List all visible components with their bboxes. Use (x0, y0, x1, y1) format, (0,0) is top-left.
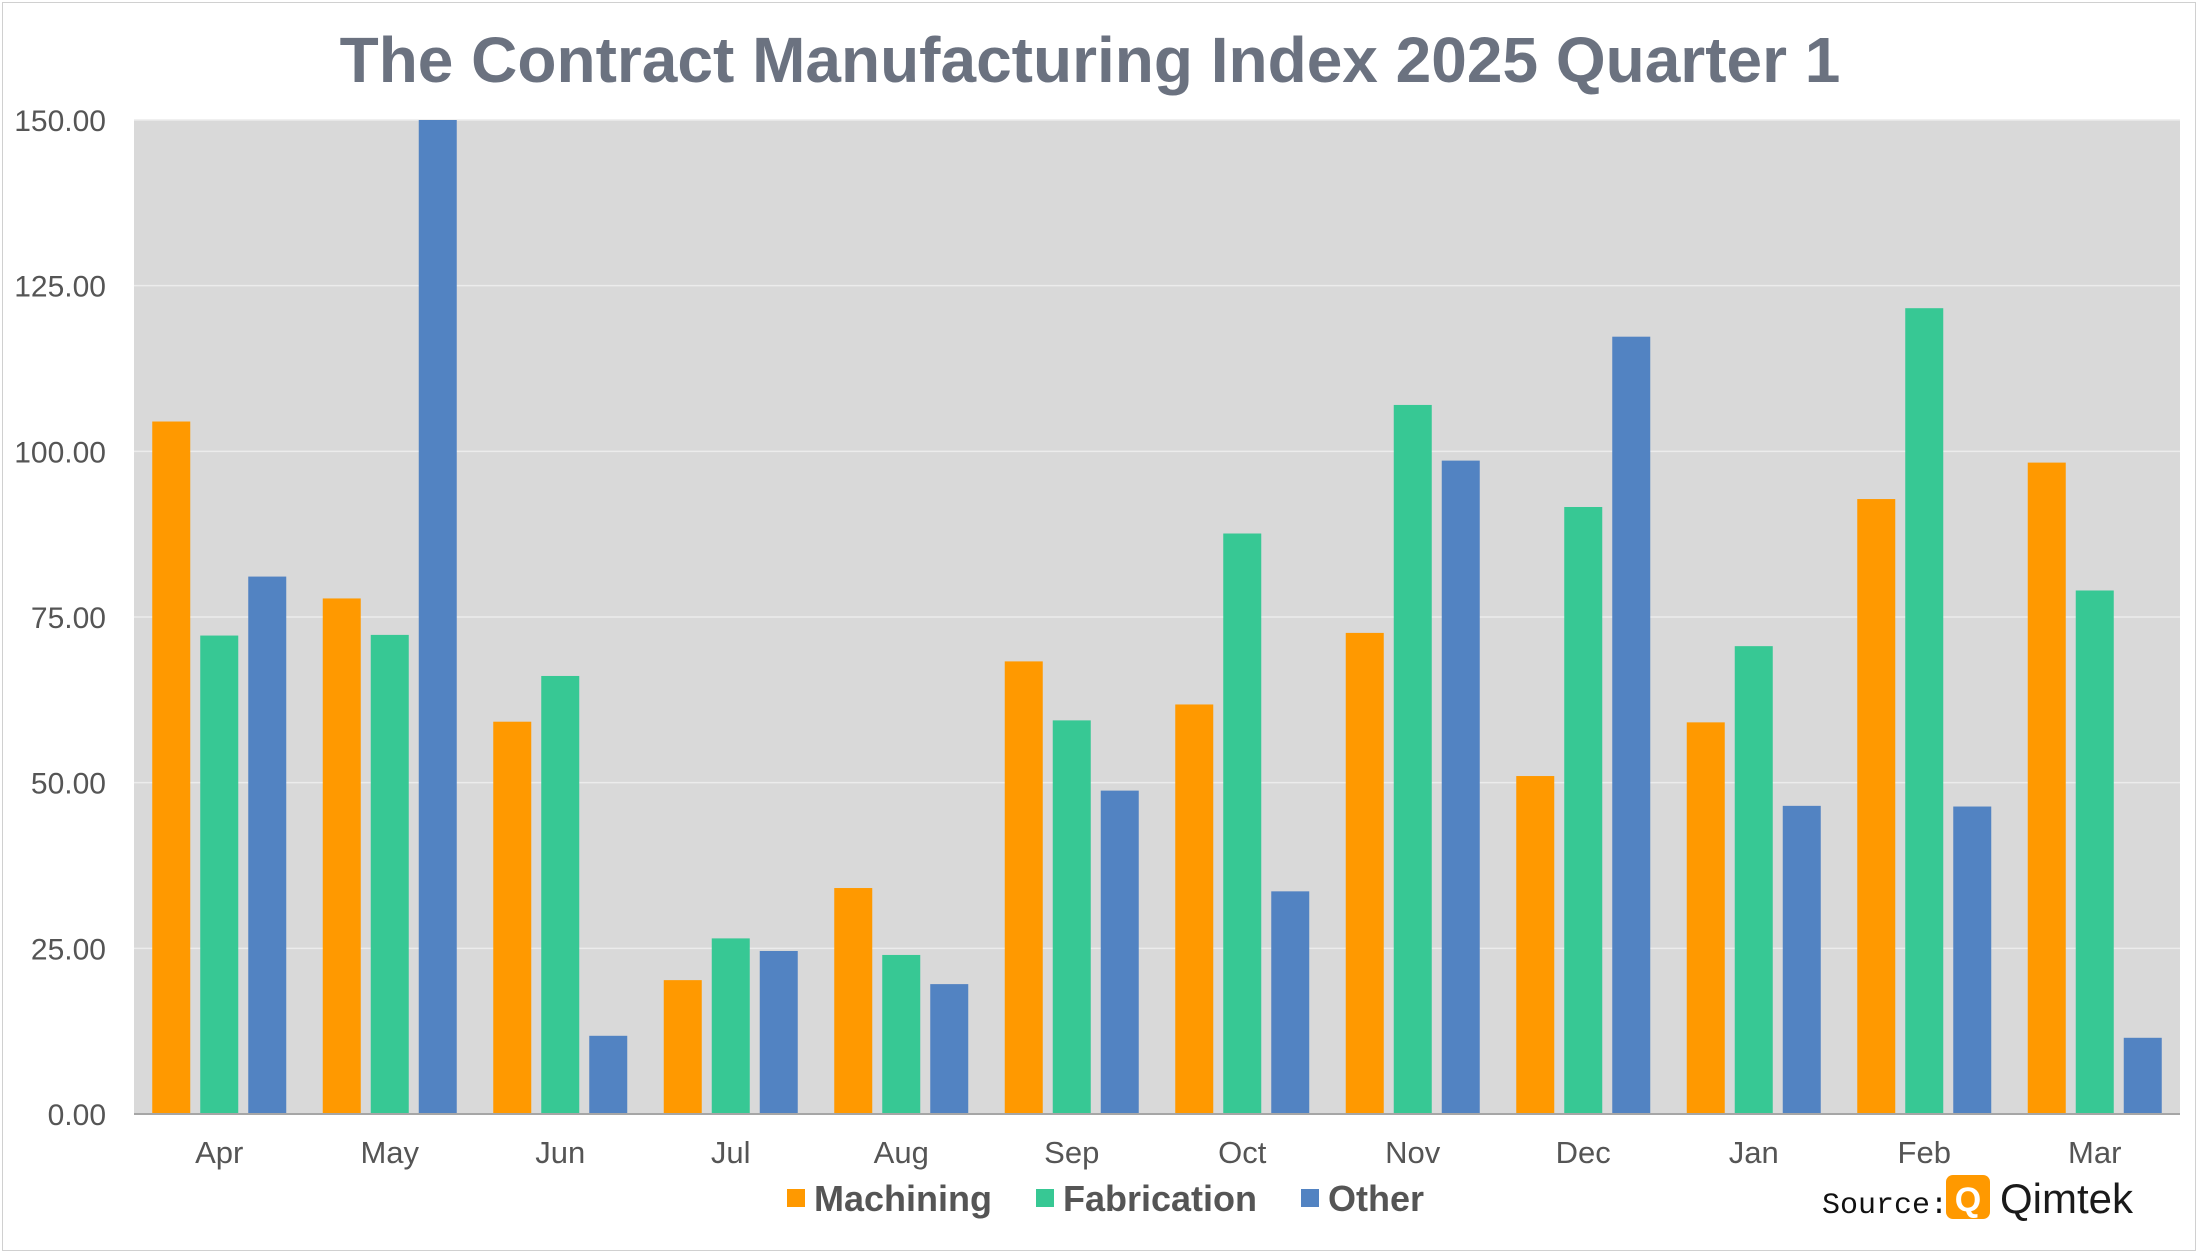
bars (152, 120, 2162, 1115)
bar-machining-jan (1686, 722, 1725, 1114)
bar-machining-oct (1175, 704, 1214, 1114)
x-tick-label: Nov (1385, 1135, 1441, 1170)
legend-label-machining: Machining (814, 1178, 992, 1219)
bar-fabrication-may (370, 634, 409, 1114)
bar-other-jan (1782, 805, 1821, 1114)
bar-machining-aug (834, 888, 873, 1114)
x-tick-label: Feb (1898, 1135, 1951, 1170)
y-tick-label: 0.00 (48, 1099, 106, 1132)
bar-fabrication-mar (2075, 590, 2114, 1114)
x-tick-label: Jan (1729, 1135, 1779, 1170)
bar-fabrication-jun (541, 675, 580, 1114)
logo-letter: Q (1955, 1181, 1981, 1219)
bar-other-sep (1100, 790, 1139, 1114)
bar-fabrication-feb (1905, 308, 1944, 1114)
y-tick-label: 125.00 (14, 271, 106, 304)
x-tick-label: Jul (711, 1135, 751, 1170)
bar-fabrication-dec (1564, 506, 1603, 1115)
x-tick-label: Oct (1218, 1135, 1267, 1170)
bar-other-aug (930, 984, 969, 1114)
y-tick-label: 75.00 (31, 602, 106, 635)
y-tick-label: 100.00 (14, 436, 106, 469)
x-tick-label: May (360, 1135, 419, 1170)
brand-name: Qimtek (2000, 1175, 2134, 1222)
y-tick-label: 150.00 (14, 105, 106, 138)
bar-machining-feb (1857, 499, 1896, 1115)
bar-fabrication-jan (1734, 646, 1773, 1114)
source-label: Source: (1822, 1189, 1948, 1223)
bar-other-jun (589, 1035, 628, 1114)
bar-fabrication-nov (1393, 404, 1432, 1114)
legend-swatch-fabrication (1036, 1189, 1054, 1207)
bar-other-nov (1441, 460, 1480, 1114)
x-axis: Apr May Jun Jul Aug Sep Oct Nov Dec Jan Feb Mar (195, 1135, 2121, 1170)
bar-machining-apr (152, 421, 191, 1115)
x-tick-label: Aug (874, 1135, 929, 1170)
x-tick-label: Jun (535, 1135, 585, 1170)
bar-fabrication-aug (882, 954, 921, 1114)
bar-other-dec (1612, 336, 1651, 1114)
legend-label-other: Other (1328, 1178, 1424, 1219)
bar-fabrication-oct (1223, 533, 1262, 1114)
bar-machining-jul (663, 980, 702, 1114)
legend-swatch-machining (787, 1189, 805, 1207)
bar-other-may (418, 120, 457, 1114)
x-tick-label: Mar (2068, 1135, 2121, 1170)
legend-swatch-other (1301, 1189, 1319, 1207)
source-credit: Source: Q Qimtek (1822, 1175, 2134, 1223)
bar-machining-mar (2027, 462, 2066, 1115)
bar-other-feb (1953, 806, 1992, 1114)
chart-title: The Contract Manufacturing Index 2025 Qu… (340, 24, 1841, 96)
bar-fabrication-sep (1052, 720, 1091, 1114)
x-tick-label: Dec (1556, 1135, 1611, 1170)
x-tick-label: Sep (1044, 1135, 1099, 1170)
bar-machining-may (322, 598, 361, 1114)
bar-machining-sep (1004, 661, 1043, 1114)
legend: Machining Fabrication Other (787, 1178, 1424, 1219)
y-axis: 0.00 25.00 50.00 75.00 100.00 125.00 150.00 (14, 105, 2180, 1132)
bar-machining-jun (493, 721, 532, 1114)
legend-label-fabrication: Fabrication (1063, 1178, 1257, 1219)
bar-machining-dec (1516, 776, 1555, 1114)
bar-other-mar (2123, 1037, 2162, 1114)
bar-other-jul (759, 950, 798, 1114)
bar-other-apr (248, 576, 287, 1114)
bar-machining-nov (1345, 632, 1384, 1114)
y-tick-label: 25.00 (31, 933, 106, 966)
bar-other-oct (1271, 891, 1310, 1114)
y-tick-label: 50.00 (31, 768, 106, 801)
qimtek-logo (1946, 1175, 1990, 1219)
bar-fabrication-jul (711, 938, 750, 1114)
bar-fabrication-apr (200, 635, 239, 1114)
x-tick-label: Apr (195, 1135, 243, 1170)
gridlines (134, 119, 2180, 950)
